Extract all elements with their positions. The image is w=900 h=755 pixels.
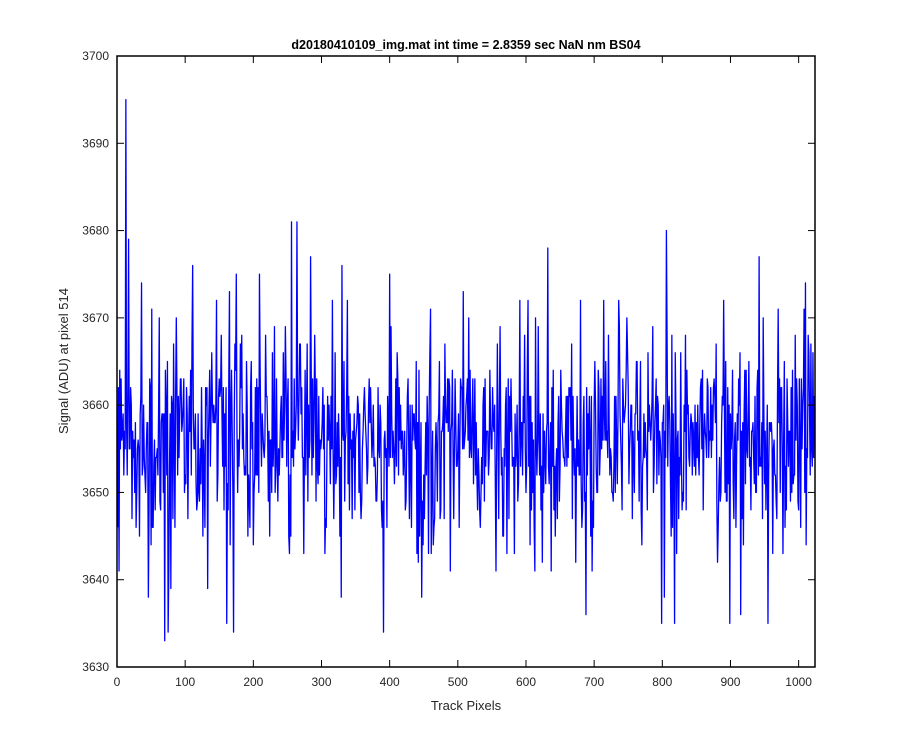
series-layer <box>117 98 815 642</box>
y-tick-label: 3660 <box>82 398 109 412</box>
x-tick-label: 900 <box>720 675 740 689</box>
y-axis-label: Signal (ADU) at pixel 514 <box>56 288 71 434</box>
x-tick-label: 600 <box>516 675 536 689</box>
y-tick-label: 3640 <box>82 573 109 587</box>
x-tick-label: 400 <box>380 675 400 689</box>
x-tick-label: 200 <box>243 675 263 689</box>
y-tick-label: 3650 <box>82 485 109 499</box>
x-tick-label: 300 <box>311 675 331 689</box>
x-tick-label: 0 <box>114 675 121 689</box>
x-tick-label: 100 <box>175 675 195 689</box>
chart-title: d20180410109_img.mat int time = 2.8359 s… <box>291 38 640 52</box>
y-tick-label: 3670 <box>82 311 109 325</box>
x-tick-label: 800 <box>652 675 672 689</box>
series-line <box>117 98 815 642</box>
axes-box <box>116 55 816 668</box>
x-tick-label: 1000 <box>785 675 812 689</box>
axes-layer: 0 100 200 300 400 500 600 700 800 900 1000 3630 3640… <box>82 49 816 689</box>
y-tick-label: 3680 <box>82 224 109 238</box>
x-axis-label: Track Pixels <box>431 698 502 713</box>
y-tick-label: 3690 <box>82 136 109 150</box>
x-tick-label: 700 <box>584 675 604 689</box>
x-tick-label: 500 <box>448 675 468 689</box>
y-tick-label: 3630 <box>82 660 109 674</box>
y-tick-label: 3700 <box>82 49 109 63</box>
